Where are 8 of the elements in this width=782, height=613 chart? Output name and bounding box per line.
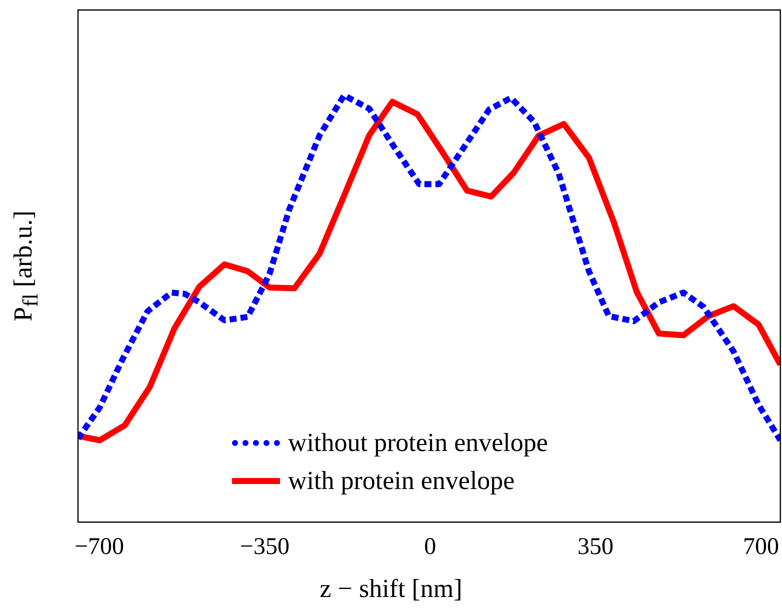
x-tick-label: 0	[424, 534, 436, 560]
legend-label: with protein envelope	[288, 466, 515, 496]
x-tick-label: 700	[742, 534, 779, 560]
x-tick-label: 350	[578, 534, 614, 560]
x-tick-label: −350	[240, 534, 290, 560]
x-tick-label: −700	[74, 534, 124, 560]
x-axis-title: z − shift [nm]	[318, 574, 464, 604]
legend-label: without protein envelope	[288, 428, 548, 458]
